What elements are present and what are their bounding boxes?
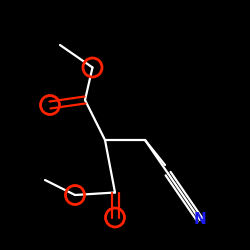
- Text: N: N: [194, 212, 206, 228]
